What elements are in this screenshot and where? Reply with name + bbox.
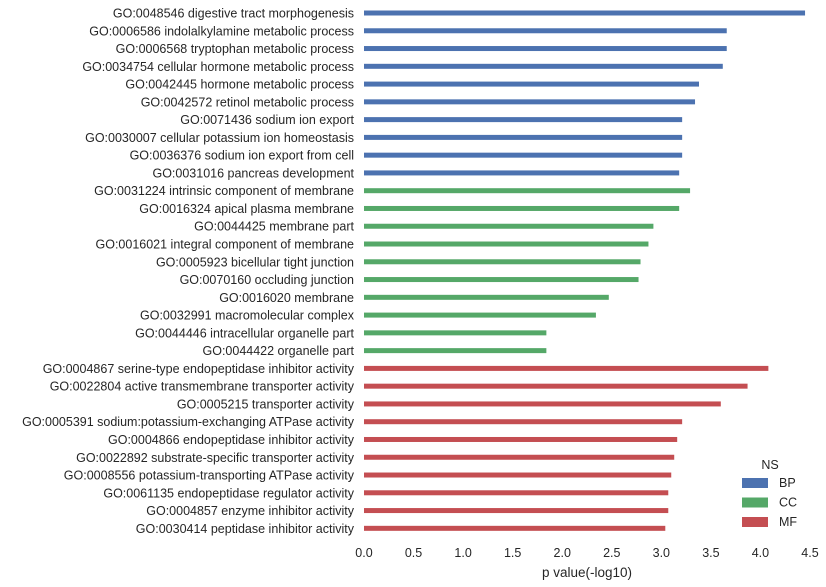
bar (364, 205, 680, 211)
category-label: GO:0044422 organelle part (203, 344, 355, 358)
category-label: GO:0031016 pancreas development (152, 166, 354, 180)
category-label: GO:0070160 occluding junction (180, 273, 354, 287)
category-label: GO:0034754 cellular hormone metabolic pr… (82, 60, 354, 74)
legend-label: CC (779, 496, 797, 510)
x-axis-title: p value(-log10) (542, 565, 632, 580)
bar (364, 419, 683, 425)
bar (364, 188, 691, 194)
bar (364, 348, 547, 354)
category-label: GO:0016020 membrane (219, 291, 354, 305)
category-label: GO:0005391 sodium:potassium-exchanging A… (22, 415, 355, 429)
bar (364, 241, 649, 247)
x-tick-label: 4.5 (801, 546, 818, 560)
bar (364, 508, 669, 514)
bar (364, 223, 654, 229)
bar (364, 28, 727, 34)
bar (364, 365, 769, 371)
legend-title: NS (761, 458, 778, 472)
category-label: GO:0061135 endopeptidase regulator activ… (103, 486, 354, 500)
x-tick-label: 0.0 (355, 546, 372, 560)
category-label: GO:0022892 substrate-specific transporte… (76, 451, 355, 465)
category-label: GO:0042572 retinol metabolic process (141, 95, 354, 109)
bar (364, 134, 683, 140)
category-label: GO:0044425 membrane part (194, 220, 354, 234)
category-label: GO:0044446 intracellular organelle part (135, 326, 354, 340)
x-tick-label: 0.5 (405, 546, 422, 560)
category-label: GO:0008556 potassium-transporting ATPase… (64, 469, 355, 483)
category-label: GO:0004857 enzyme inhibitor activity (146, 504, 354, 518)
bar (364, 170, 680, 176)
x-tick-label: 4.0 (752, 546, 769, 560)
bar (364, 472, 672, 478)
bar (364, 525, 666, 531)
category-label: GO:0031224 intrinsic component of membra… (94, 184, 354, 198)
bar (364, 81, 699, 87)
category-label: GO:0006586 indolalkylamine metabolic pro… (89, 24, 354, 38)
category-labels-layer: GO:0048546 digestive tract morphogenesis… (22, 7, 355, 536)
category-label: GO:0071436 sodium ion export (180, 113, 354, 127)
legend: NS BP CC MF (742, 458, 797, 529)
bar (364, 454, 675, 460)
bar (364, 401, 721, 407)
x-tick-label: 2.0 (554, 546, 571, 560)
x-tick-label: 3.5 (702, 546, 719, 560)
bar (364, 312, 596, 318)
bar (364, 294, 609, 300)
bars-layer (364, 10, 806, 531)
category-label: GO:0030414 peptidase inhibitor activity (136, 522, 355, 536)
bar (364, 259, 641, 265)
category-label: GO:0005215 transporter activity (177, 397, 355, 411)
bar (364, 490, 669, 496)
bar (364, 436, 678, 442)
category-label: GO:0016021 integral component of membran… (96, 238, 355, 252)
category-label: GO:0042445 hormone metabolic process (125, 78, 354, 92)
category-label: GO:0005923 bicellular tight junction (156, 255, 354, 269)
legend-label: BP (779, 476, 796, 490)
bar (364, 277, 639, 283)
x-tick-label: 3.0 (653, 546, 670, 560)
legend-label: MF (779, 515, 797, 529)
category-label: GO:0016324 apical plasma membrane (139, 202, 354, 216)
bar (364, 63, 723, 69)
category-label: GO:0004866 endopeptidase inhibitor activ… (108, 433, 355, 447)
category-label: GO:0048546 digestive tract morphogenesis (113, 7, 354, 21)
x-tick-labels-layer: 0.0 0.5 1.0 1.5 2.0 2.5 3.0 3.5 4.0 4.5 (355, 546, 818, 560)
x-tick-label: 1.5 (504, 546, 521, 560)
legend-swatch (742, 517, 768, 527)
category-label: GO:0022804 active transmembrane transpor… (50, 380, 355, 394)
bar (364, 383, 748, 389)
category-label: GO:0036376 sodium ion export from cell (130, 149, 354, 163)
legend-swatch (742, 478, 768, 488)
category-label: GO:0030007 cellular potassium ion homeos… (85, 131, 354, 145)
legend-swatch (742, 497, 768, 508)
bar (364, 99, 696, 105)
category-label: GO:0004867 serine-type endopeptidase inh… (43, 362, 355, 376)
bar (364, 330, 547, 336)
bar (364, 10, 806, 16)
bar (364, 117, 683, 123)
x-tick-label: 1.0 (454, 546, 471, 560)
bar (364, 152, 683, 158)
bar (364, 46, 727, 52)
x-tick-label: 2.5 (603, 546, 620, 560)
category-label: GO:0032991 macromolecular complex (140, 309, 355, 323)
category-label: GO:0006568 tryptophan metabolic process (116, 42, 354, 56)
